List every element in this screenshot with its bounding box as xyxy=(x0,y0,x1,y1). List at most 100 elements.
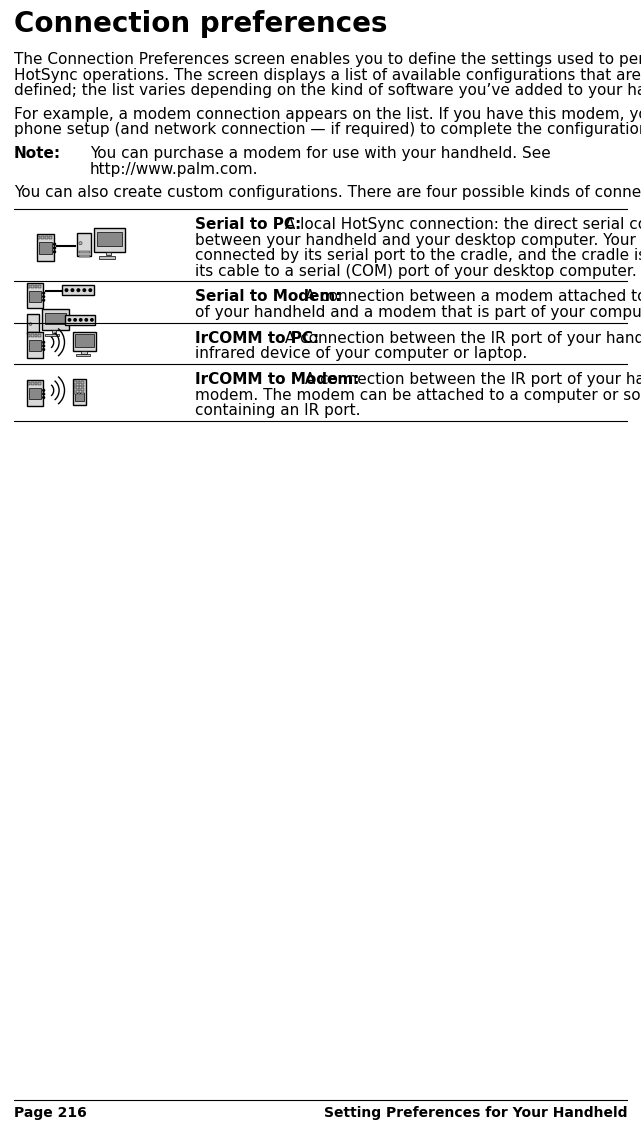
Bar xyxy=(76,233,91,256)
Bar xyxy=(28,286,30,288)
Bar xyxy=(76,353,90,356)
Circle shape xyxy=(43,346,45,347)
Bar xyxy=(31,286,34,288)
Text: infrared device of your computer or laptop.: infrared device of your computer or lapt… xyxy=(195,347,528,361)
Text: connected by its serial port to the cradle, and the cradle is attached by: connected by its serial port to the crad… xyxy=(195,248,641,263)
Text: its cable to a serial (COM) port of your desktop computer.: its cable to a serial (COM) port of your… xyxy=(195,264,637,279)
Text: Connection preferences: Connection preferences xyxy=(14,10,388,39)
Circle shape xyxy=(77,289,79,291)
Bar xyxy=(38,236,40,239)
Bar xyxy=(28,334,30,337)
Bar xyxy=(81,382,84,384)
Circle shape xyxy=(90,318,93,321)
Bar xyxy=(72,332,96,351)
Bar xyxy=(38,382,41,385)
Bar xyxy=(65,315,95,325)
Bar xyxy=(81,351,87,353)
Bar xyxy=(81,389,84,391)
Circle shape xyxy=(43,296,45,298)
Bar xyxy=(74,385,77,387)
Bar xyxy=(74,392,77,394)
Bar xyxy=(81,392,84,394)
Circle shape xyxy=(29,323,32,325)
Bar xyxy=(78,255,90,257)
Text: IrCOMM to PC:: IrCOMM to PC: xyxy=(195,331,319,346)
Text: of your handheld and a modem that is part of your computer or laptop.: of your handheld and a modem that is par… xyxy=(195,305,641,320)
Text: A local HotSync connection: the direct serial connection: A local HotSync connection: the direct s… xyxy=(280,216,641,232)
Bar xyxy=(46,334,59,337)
Circle shape xyxy=(43,292,45,293)
Text: The Connection Preferences screen enables you to define the settings used to per: The Connection Preferences screen enable… xyxy=(14,52,641,67)
Circle shape xyxy=(54,244,56,245)
Text: Setting Preferences for Your Handheld: Setting Preferences for Your Handheld xyxy=(324,1106,627,1121)
Circle shape xyxy=(69,318,71,321)
Bar xyxy=(26,283,43,308)
Text: For example, a modem connection appears on the list. If you have this modem, you: For example, a modem connection appears … xyxy=(14,107,641,122)
Bar xyxy=(41,236,44,239)
Bar xyxy=(72,380,86,404)
Text: IrCOMM to Modem:: IrCOMM to Modem: xyxy=(195,372,360,387)
Bar xyxy=(99,256,115,258)
Text: http://www.palm.com.: http://www.palm.com. xyxy=(90,162,258,177)
Bar xyxy=(28,291,40,301)
Bar xyxy=(38,334,41,337)
Circle shape xyxy=(71,289,74,291)
Text: Serial to Modem:: Serial to Modem: xyxy=(195,289,342,305)
Bar xyxy=(35,286,37,288)
Bar xyxy=(26,314,39,333)
Circle shape xyxy=(85,318,88,321)
Bar xyxy=(26,381,43,406)
Bar xyxy=(62,286,94,296)
Circle shape xyxy=(43,390,45,391)
Circle shape xyxy=(74,318,76,321)
Bar xyxy=(28,337,38,338)
Bar xyxy=(78,382,80,384)
Bar xyxy=(49,236,52,239)
Bar xyxy=(78,252,90,253)
Bar xyxy=(74,393,84,400)
Bar xyxy=(78,385,80,387)
Bar xyxy=(31,382,34,385)
Circle shape xyxy=(83,289,86,291)
Bar xyxy=(35,382,37,385)
Circle shape xyxy=(43,397,45,399)
Text: modem. The modem can be attached to a computer or some other device: modem. The modem can be attached to a co… xyxy=(195,387,641,402)
Text: A connection between the IR port of your handheld and the: A connection between the IR port of your… xyxy=(280,331,641,346)
Circle shape xyxy=(43,341,45,343)
Text: A connection between the IR port of your handheld and a: A connection between the IR port of your… xyxy=(300,372,641,387)
Bar xyxy=(74,334,94,347)
Text: Note:: Note: xyxy=(14,146,61,161)
Bar xyxy=(28,332,38,334)
Bar xyxy=(38,286,41,288)
Circle shape xyxy=(79,241,82,245)
Bar xyxy=(31,334,34,337)
Circle shape xyxy=(43,393,45,394)
Bar xyxy=(78,392,80,394)
Circle shape xyxy=(54,250,56,253)
Text: phone setup (and network connection — if required) to complete the configuration: phone setup (and network connection — if… xyxy=(14,122,641,137)
Bar xyxy=(28,340,40,351)
Text: containing an IR port.: containing an IR port. xyxy=(195,403,360,418)
Bar xyxy=(45,313,65,324)
Bar xyxy=(37,235,54,261)
Bar xyxy=(28,382,30,385)
Text: A connection between a modem attached to the serial port: A connection between a modem attached to… xyxy=(300,289,641,305)
Text: between your handheld and your desktop computer. Your handheld is: between your handheld and your desktop c… xyxy=(195,232,641,248)
Text: You can purchase a modem for use with your handheld. See: You can purchase a modem for use with yo… xyxy=(90,146,551,161)
Bar xyxy=(81,385,84,387)
Bar xyxy=(78,389,80,391)
Bar xyxy=(42,309,69,330)
Bar xyxy=(45,236,48,239)
Bar xyxy=(74,389,77,391)
Bar xyxy=(28,389,40,399)
Circle shape xyxy=(43,299,45,301)
Circle shape xyxy=(89,289,92,291)
Circle shape xyxy=(79,318,82,321)
Bar xyxy=(26,332,43,358)
Text: Page 216: Page 216 xyxy=(14,1106,87,1121)
Bar xyxy=(35,334,37,337)
Bar xyxy=(106,253,111,255)
Bar xyxy=(97,232,122,246)
Bar xyxy=(74,382,77,384)
Bar xyxy=(38,242,51,254)
